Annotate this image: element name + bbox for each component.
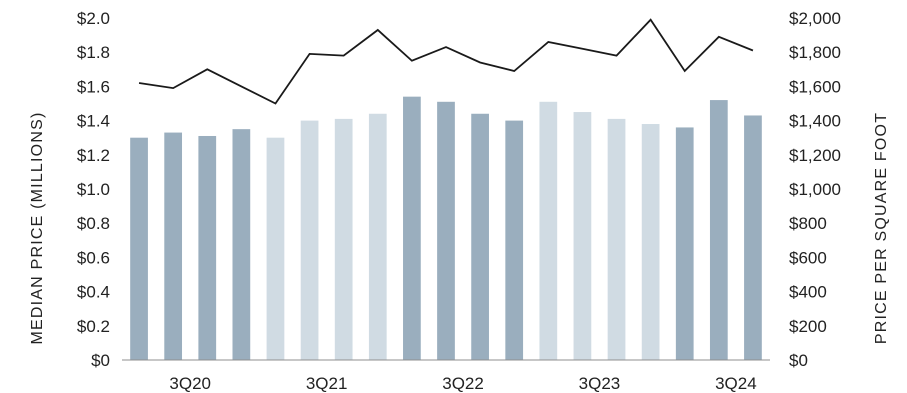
y-tick-label: $1.2 bbox=[77, 146, 110, 165]
bar-16 bbox=[675, 127, 694, 360]
y2-tick-label: $400 bbox=[789, 283, 827, 302]
bar-6 bbox=[334, 118, 353, 360]
bar-11 bbox=[505, 120, 524, 360]
y2-tick-label: $1,800 bbox=[789, 43, 841, 62]
y2-tick-label: $2,000 bbox=[789, 9, 841, 28]
y-tick-label: $1.6 bbox=[77, 77, 110, 96]
y-tick-label: $0.2 bbox=[77, 317, 110, 336]
bar-17 bbox=[709, 100, 728, 360]
y-axis-right-ticks: $0 $200 $400 $600 $800 $1,000 $1,200 $1,400 $1,6… bbox=[789, 9, 841, 370]
y-axis-right-title: PRICE PER SQUARE FOOT bbox=[873, 112, 890, 344]
bar-10 bbox=[471, 113, 489, 360]
bar-13 bbox=[573, 112, 592, 360]
bar-0 bbox=[130, 137, 148, 360]
y2-tick-label: $0 bbox=[789, 351, 808, 370]
y-tick-label: $0 bbox=[91, 351, 110, 370]
bar-9 bbox=[437, 101, 455, 360]
y-tick-label: $0.6 bbox=[77, 248, 110, 267]
y2-tick-label: $600 bbox=[789, 248, 827, 267]
y2-tick-label: $1,200 bbox=[789, 146, 841, 165]
bar-2 bbox=[198, 135, 217, 360]
bar-14 bbox=[607, 118, 626, 360]
bar-3 bbox=[232, 129, 251, 360]
bars bbox=[130, 96, 762, 361]
x-tick-label: 3Q22 bbox=[442, 374, 484, 393]
y-axis-left-ticks: $0 $0.2 $0.4 $0.6 $0.8 $1.0 $1.2 $1.4 $1.6 $1.8 $2… bbox=[77, 9, 110, 370]
bar-15 bbox=[641, 124, 660, 361]
bar-8 bbox=[403, 96, 421, 360]
y-tick-label: $1.0 bbox=[77, 180, 110, 199]
y2-tick-label: $1,000 bbox=[789, 180, 841, 199]
y-tick-label: $1.8 bbox=[77, 43, 110, 62]
x-tick-label: 3Q24 bbox=[715, 374, 757, 393]
x-tick-label: 3Q21 bbox=[306, 374, 348, 393]
x-tick-label: 3Q23 bbox=[579, 374, 621, 393]
x-axis-ticks: 3Q20 3Q21 3Q22 3Q23 3Q24 bbox=[169, 374, 756, 393]
y2-tick-label: $1,400 bbox=[789, 112, 841, 131]
bar-4 bbox=[266, 137, 285, 360]
y-tick-label: $2.0 bbox=[77, 9, 110, 28]
y-tick-label: $0.4 bbox=[77, 283, 110, 302]
bar-18 bbox=[744, 115, 762, 360]
bar-5 bbox=[300, 120, 319, 360]
bar-1 bbox=[164, 132, 183, 360]
y2-tick-label: $1,600 bbox=[789, 77, 841, 96]
x-tick-label: 3Q20 bbox=[169, 374, 211, 393]
y-tick-label: $1.4 bbox=[77, 112, 110, 131]
y2-tick-label: $800 bbox=[789, 214, 827, 233]
line-layer bbox=[138, 18, 754, 105]
y-axis-left-title: MEDIAN PRICE (MILLIONS) bbox=[29, 112, 46, 345]
price-per-sqft-line bbox=[138, 18, 754, 105]
y-tick-label: $0.8 bbox=[77, 214, 110, 233]
bar-12 bbox=[539, 101, 558, 360]
bar-7 bbox=[368, 113, 387, 360]
y2-tick-label: $200 bbox=[789, 317, 827, 336]
